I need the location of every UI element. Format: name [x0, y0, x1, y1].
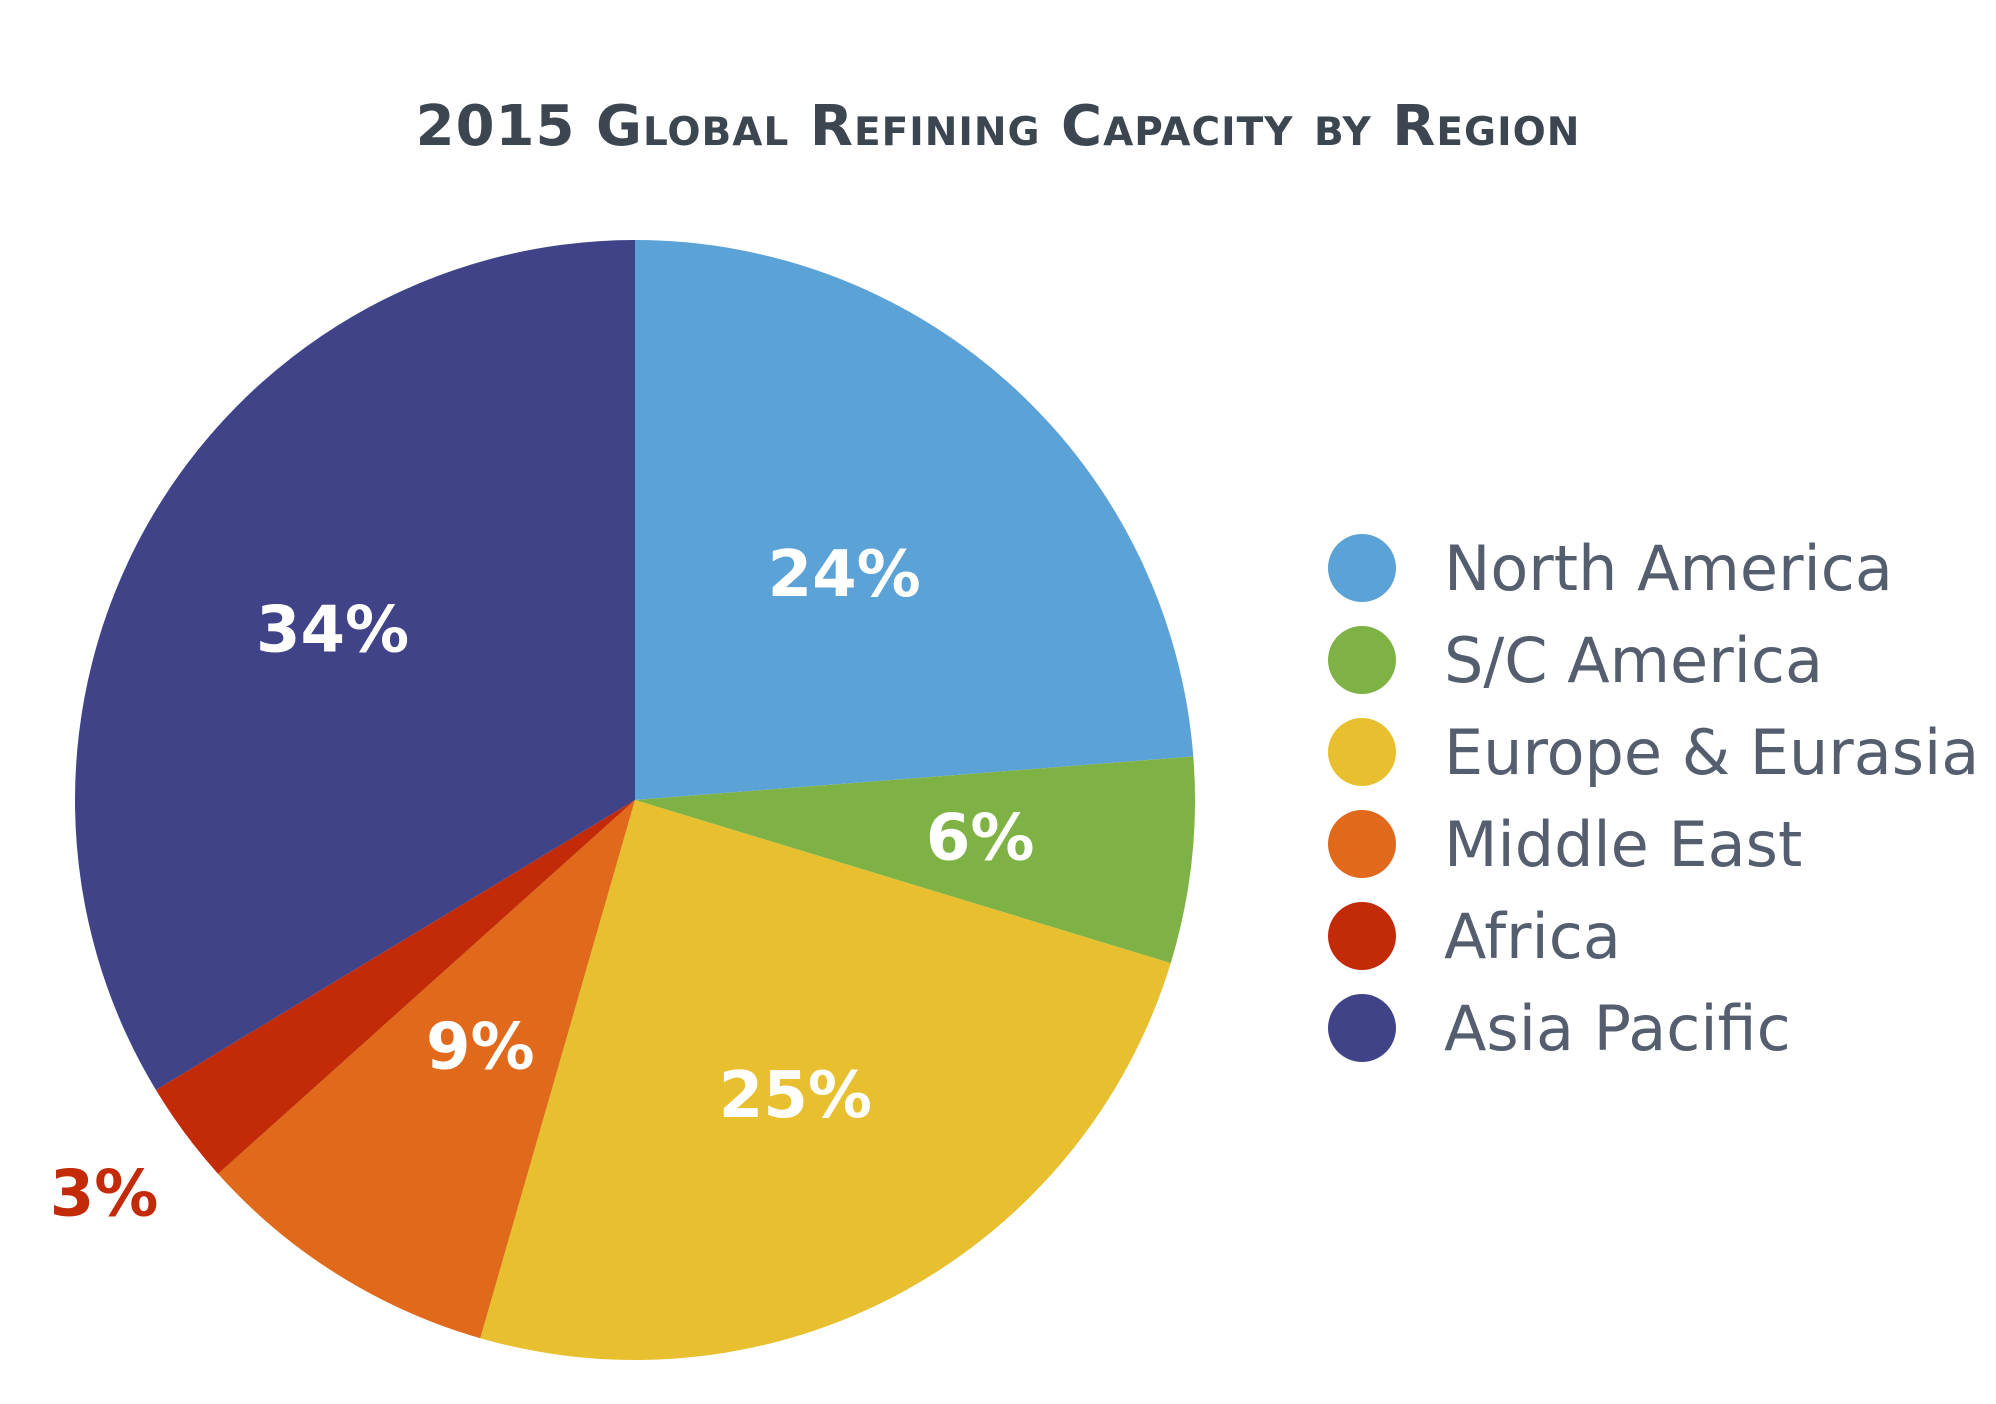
chart-title: 2015 Global Refining Capacity by Region: [416, 94, 1581, 159]
legend-label-africa: Africa: [1444, 900, 1621, 973]
pie-slice-north-america: [635, 240, 1194, 800]
slice-label-s-c-america: 6%: [926, 802, 1035, 876]
slice-label-europe-eurasia: 25%: [719, 1059, 872, 1133]
legend-swatch-middle-east: [1328, 810, 1396, 878]
pie-slice-africa: [155, 800, 636, 1174]
pie-slice-middle-east: [218, 800, 636, 1339]
legend-label-asia-pacific: Asia Pacific: [1444, 992, 1791, 1065]
legend-swatch-africa: [1328, 902, 1396, 970]
pie-slice-s-c-america: [635, 756, 1195, 964]
legend-label-europe-eurasia: Europe & Eurasia: [1444, 716, 1979, 789]
pie-slice-asia-pacific: [74, 240, 635, 1090]
legend-swatch-europe-eurasia: [1328, 718, 1396, 786]
legend-label-north-america: North America: [1444, 532, 1893, 605]
slice-label-africa: 3%: [50, 1157, 159, 1231]
slice-labels: 24% 6% 25% 9% 3% 34%: [50, 538, 1035, 1231]
legend-swatch-s-c-america: [1328, 626, 1396, 694]
pie-slice-europe-eurasia: [480, 800, 1171, 1360]
pie-slices: [74, 240, 1195, 1360]
slice-label-middle-east: 9%: [426, 1011, 535, 1085]
legend-swatch-north-america: [1328, 534, 1396, 602]
legend-label-middle-east: Middle East: [1444, 808, 1802, 881]
slice-label-north-america: 24%: [768, 538, 921, 612]
legend: North America S/C America Europe & Eurasia…: [1328, 532, 1979, 1065]
legend-swatch-asia-pacific: [1328, 994, 1396, 1062]
slice-label-asia-pacific: 34%: [256, 594, 409, 668]
legend-label-s-c-america: S/C America: [1444, 624, 1823, 697]
